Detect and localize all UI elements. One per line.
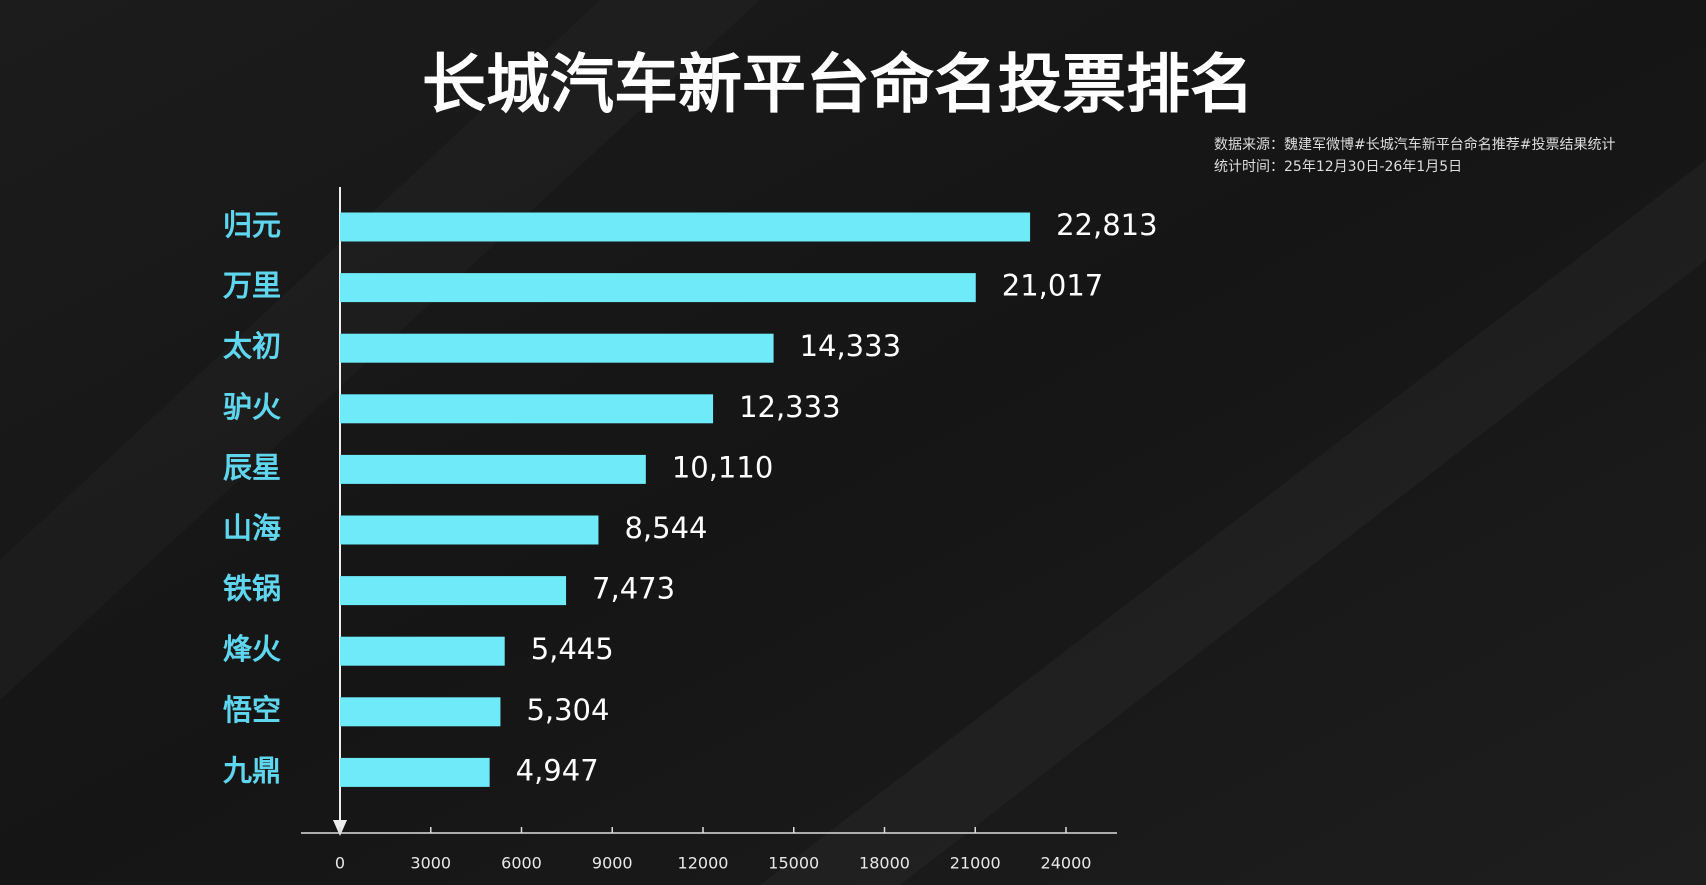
category-label: 万里 <box>223 269 281 303</box>
bar <box>340 697 501 727</box>
value-label: 8,544 <box>624 511 707 545</box>
bar <box>340 757 490 787</box>
category-label: 辰星 <box>223 450 281 484</box>
value-label: 5,445 <box>531 632 614 666</box>
value-label: 4,947 <box>516 753 599 787</box>
bar <box>340 636 505 666</box>
value-label: 7,473 <box>592 572 675 606</box>
value-label: 10,110 <box>672 450 773 484</box>
bar <box>340 576 567 606</box>
x-tick-label: 21000 <box>950 854 1001 873</box>
category-label: 铁锅 <box>223 572 281 606</box>
bar <box>340 394 714 424</box>
x-tick-label: 0 <box>335 854 345 873</box>
bar <box>340 515 599 545</box>
category-label: 驴火 <box>223 390 281 424</box>
bar <box>340 333 774 363</box>
x-tick-label: 3000 <box>410 854 451 873</box>
x-tick-label: 12000 <box>678 854 729 873</box>
value-label: 14,333 <box>800 329 901 363</box>
value-label: 21,017 <box>1002 269 1103 303</box>
bar <box>340 273 976 303</box>
category-label: 山海 <box>223 511 281 545</box>
x-tick-label: 24000 <box>1041 854 1092 873</box>
x-tick-label: 15000 <box>768 854 819 873</box>
x-tick-label: 6000 <box>501 854 542 873</box>
source-note: 数据来源：魏建军微博#长城汽车新平台命名推荐#投票结果统计 <box>1214 136 1615 153</box>
x-tick-label: 18000 <box>859 854 910 873</box>
category-label: 悟空 <box>223 693 281 727</box>
chart-title: 长城汽车新平台命名投票排名 <box>422 49 1254 123</box>
category-label: 九鼎 <box>223 753 281 787</box>
value-label: 5,304 <box>526 693 609 727</box>
bar <box>340 454 646 484</box>
category-label: 归元 <box>223 208 281 242</box>
value-label: 12,333 <box>739 390 840 424</box>
period-note: 统计时间：25年12月30日-26年1月5日 <box>1214 159 1462 175</box>
category-label: 烽火 <box>223 632 281 666</box>
bar <box>340 212 1031 242</box>
x-tick-label: 9000 <box>592 854 633 873</box>
category-label: 太初 <box>223 329 281 363</box>
value-label: 22,813 <box>1056 208 1157 242</box>
